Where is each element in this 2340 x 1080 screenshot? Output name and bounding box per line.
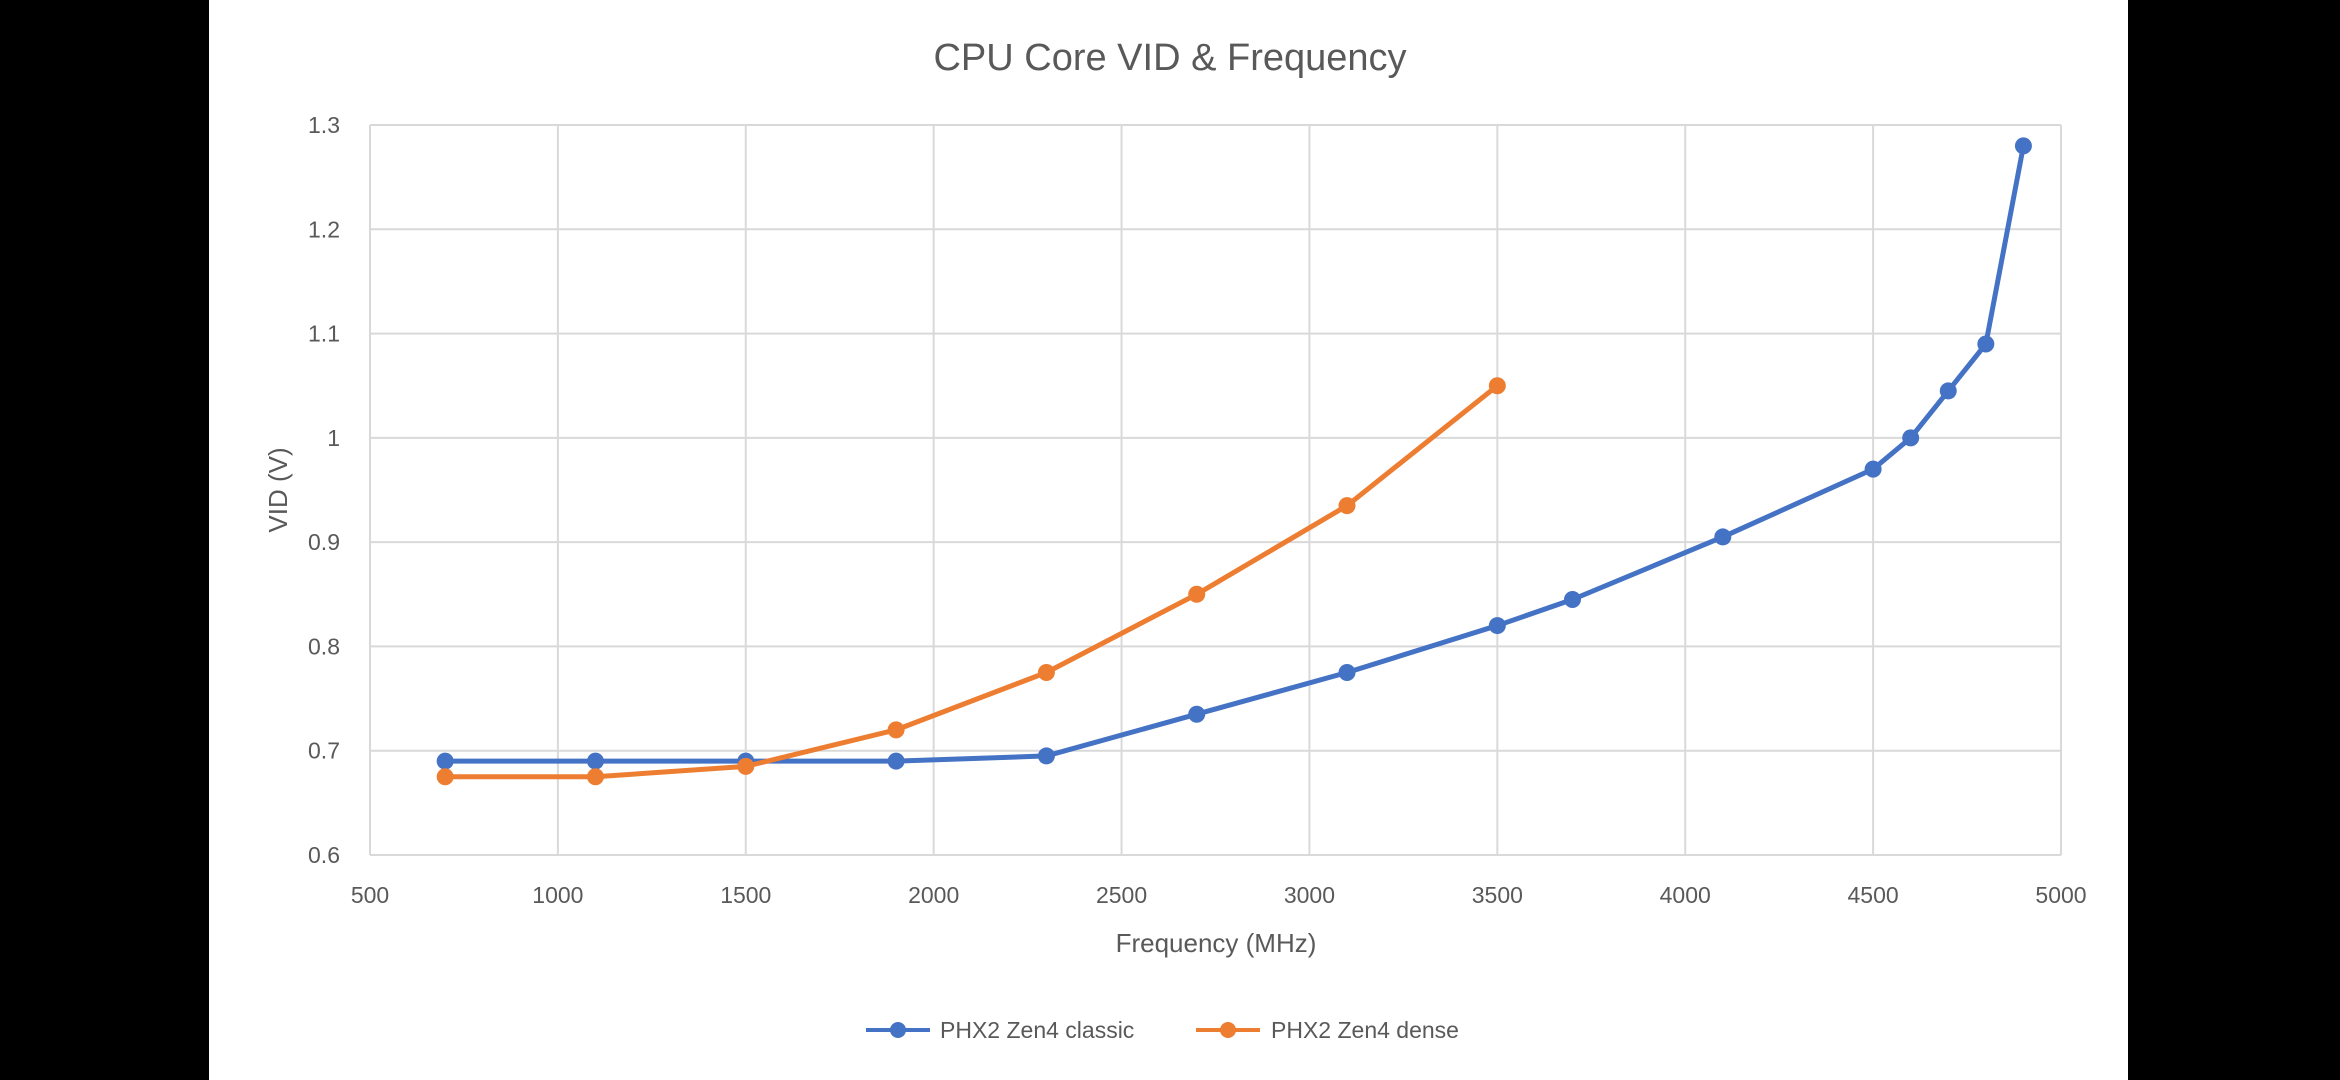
data-point[interactable] bbox=[1037, 747, 1055, 765]
legend-label-classic: PHX2 Zen4 classic bbox=[940, 1017, 1134, 1043]
data-point[interactable] bbox=[586, 768, 604, 786]
series-1 bbox=[436, 377, 1506, 786]
x-tick-label: 4500 bbox=[1848, 882, 1899, 908]
data-point[interactable] bbox=[1338, 664, 1356, 681]
y-tick-label: 0.9 bbox=[308, 529, 340, 555]
y-axis-title: VID (V) bbox=[263, 447, 293, 532]
data-point[interactable] bbox=[1902, 429, 1920, 447]
chart-panel bbox=[209, 0, 2128, 1080]
data-point[interactable] bbox=[887, 721, 905, 739]
data-point[interactable] bbox=[1037, 664, 1055, 681]
x-tick-label: 3500 bbox=[1472, 882, 1523, 908]
x-tick-label: 2500 bbox=[1096, 882, 1147, 908]
data-point[interactable] bbox=[1488, 617, 1506, 635]
y-tick-label: 1.3 bbox=[308, 112, 340, 138]
legend-marker-dense bbox=[1220, 1022, 1236, 1038]
legend: PHX2 Zen4 classic PHX2 Zen4 dense bbox=[866, 1017, 1459, 1043]
legend-label-dense: PHX2 Zen4 dense bbox=[1271, 1017, 1459, 1043]
x-axis-title: Frequency (MHz) bbox=[1116, 928, 1317, 958]
data-point[interactable] bbox=[1338, 497, 1356, 515]
series-0 bbox=[436, 137, 2032, 770]
x-tick-label: 4000 bbox=[1660, 882, 1711, 908]
data-point[interactable] bbox=[1939, 382, 1957, 400]
series-group bbox=[436, 137, 2032, 786]
legend-marker-classic bbox=[890, 1022, 906, 1038]
y-tick-label: 0.6 bbox=[308, 842, 340, 868]
x-tick-label: 5000 bbox=[2035, 882, 2086, 908]
data-point[interactable] bbox=[436, 752, 454, 770]
data-point[interactable] bbox=[1977, 335, 1995, 353]
legend-item-dense[interactable]: PHX2 Zen4 dense bbox=[1196, 1017, 1459, 1043]
x-tick-label: 3000 bbox=[1284, 882, 1335, 908]
data-point[interactable] bbox=[2014, 137, 2032, 155]
data-point[interactable] bbox=[1563, 591, 1581, 608]
y-tick-labels: 0.6 0.7 0.8 0.9 1 1.1 1.2 1.3 bbox=[308, 112, 340, 868]
y-tick-label: 0.7 bbox=[308, 738, 340, 764]
x-tick-label: 1500 bbox=[720, 882, 771, 908]
data-point[interactable] bbox=[586, 752, 604, 770]
y-tick-label: 1.2 bbox=[308, 216, 340, 242]
data-point[interactable] bbox=[1488, 377, 1506, 395]
chart-title: CPU Core VID & Frequency bbox=[933, 37, 1406, 79]
data-point[interactable] bbox=[1188, 585, 1206, 603]
y-tick-label: 1 bbox=[327, 425, 340, 451]
gridlines bbox=[369, 124, 2062, 856]
y-tick-label: 1.1 bbox=[308, 321, 340, 347]
data-point[interactable] bbox=[436, 768, 454, 786]
data-point[interactable] bbox=[1188, 705, 1206, 723]
x-tick-label: 500 bbox=[351, 882, 389, 908]
data-point[interactable] bbox=[1864, 460, 1882, 478]
data-point[interactable] bbox=[737, 757, 755, 775]
x-tick-label: 1000 bbox=[532, 882, 583, 908]
series-line bbox=[445, 145, 2026, 764]
legend-item-classic[interactable]: PHX2 Zen4 classic bbox=[866, 1017, 1134, 1043]
x-tick-label: 2000 bbox=[908, 882, 959, 908]
data-point[interactable] bbox=[1714, 528, 1732, 546]
data-point[interactable] bbox=[887, 752, 905, 770]
x-tick-labels: 500 1000 1500 2000 2500 3000 3500 4000 4500 5000 bbox=[351, 882, 2087, 908]
series-line bbox=[445, 383, 1499, 780]
y-tick-label: 0.8 bbox=[308, 633, 340, 659]
